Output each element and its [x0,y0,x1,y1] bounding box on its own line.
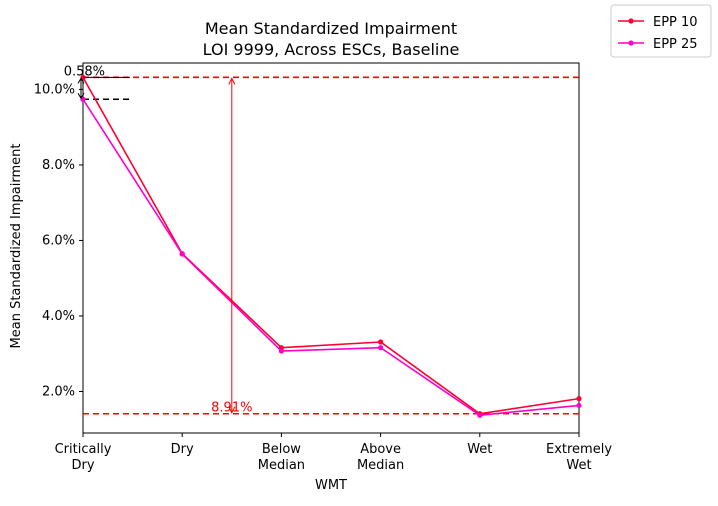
legend-marker [628,18,634,24]
x-tick-label: Below Median [258,442,305,473]
data-point [576,402,582,409]
data-point [378,339,384,345]
legend-label: EPP 10 [653,15,698,30]
legend-marker [628,40,634,46]
annotation-arrowhead [77,77,85,84]
annotation-arrowhead [77,92,85,100]
x-axis-label: WMT [315,478,347,493]
x-tick-label: Wet [467,442,492,457]
legend: EPP 10 EPP 25 [610,4,712,58]
x-tick-label: Above Median [357,442,404,473]
x-tick-label: Extremely Wet [546,442,612,473]
y-axis-label: Mean Standardized Impairment [9,144,24,349]
annotation-arrowhead [228,406,236,414]
y-tick-label: 6.0% [42,233,75,248]
y-tick-label: 8.0% [42,158,75,173]
y-tick-label: 2.0% [42,384,75,399]
data-point [179,251,185,257]
legend-box [610,4,712,58]
chart-subtitle: LOI 9999, Across ESCs, Baseline [203,40,460,59]
x-tick-label: Dry [171,442,194,457]
y-tick-label: 10.0% [34,82,75,97]
data-point [576,396,582,402]
data-point [477,412,483,418]
plot-frame [82,62,580,434]
chart-title: Mean Standardized Impairment [205,19,457,38]
legend-label: EPP 25 [653,37,698,52]
annotation-arrowhead [228,77,236,85]
plot-area: 2.0% 4.0% 6.0% 8.0% 10.0% Critically Dry Dry Bel… [34,62,612,473]
annotation-label: 0.58% [64,64,105,79]
annotation-label: 8.91% [211,401,252,416]
data-point [378,345,384,351]
data-point [278,348,284,354]
series-line [82,76,580,415]
y-tick-label: 4.0% [42,309,75,324]
series-line [82,98,580,417]
x-tick-label: Critically Dry [55,442,112,473]
